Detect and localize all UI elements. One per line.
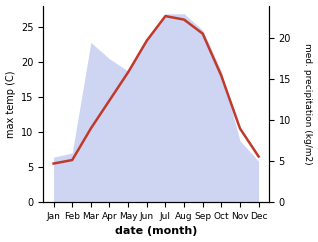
Y-axis label: max temp (C): max temp (C) — [5, 70, 16, 138]
Y-axis label: med. precipitation (kg/m2): med. precipitation (kg/m2) — [303, 43, 313, 165]
X-axis label: date (month): date (month) — [115, 227, 197, 236]
